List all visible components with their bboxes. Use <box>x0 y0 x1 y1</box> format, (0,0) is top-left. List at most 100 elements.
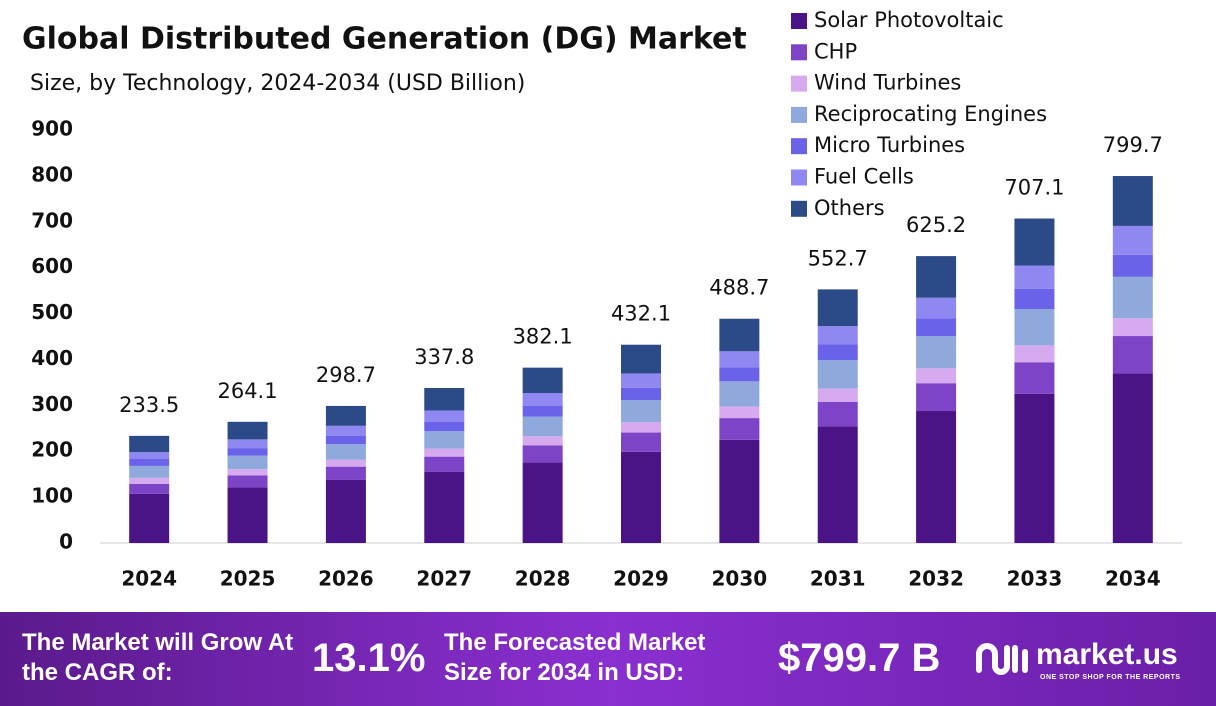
y-tick-label: 500 <box>31 300 73 324</box>
y-tick-label: 800 <box>31 162 73 186</box>
bar-segment <box>227 439 268 449</box>
bar-segment <box>325 425 366 436</box>
bar-segment <box>424 448 465 457</box>
legend-swatch <box>791 44 807 61</box>
chart-title: Global Distributed Generation (DG) Marke… <box>22 22 747 57</box>
bar-segment <box>424 431 465 449</box>
bar-segment <box>817 401 858 427</box>
bar-segment <box>621 344 661 374</box>
bar-segment <box>522 462 563 543</box>
bar-segment <box>719 318 760 352</box>
x-tick-label: 2034 <box>1105 567 1161 591</box>
bar-segment <box>1112 336 1153 374</box>
bar-segment <box>325 479 366 543</box>
x-tick-label: 2027 <box>416 567 472 591</box>
brand: market.us <box>1036 638 1178 671</box>
legend-swatch <box>791 13 807 29</box>
bar-segment <box>916 368 957 384</box>
y-tick-label: 200 <box>31 438 73 462</box>
legend-label: Solar Photovoltaic <box>814 8 1004 32</box>
bar-segment <box>916 318 957 337</box>
bar-segment <box>129 477 170 484</box>
forecast-text: The Forecasted Market Size for 2034 in U… <box>444 629 706 686</box>
bar-segment <box>621 373 661 388</box>
bar-segment <box>621 432 661 452</box>
bar-segment <box>621 400 661 423</box>
bar-segment <box>522 367 563 394</box>
x-tick-label: 2029 <box>613 567 669 591</box>
bar-segment <box>1112 225 1153 255</box>
bar-segment <box>817 360 858 389</box>
y-tick-label: 600 <box>31 254 73 278</box>
legend-label: CHP <box>814 39 857 63</box>
bar-segment <box>1014 288 1055 310</box>
bar-segment <box>1014 265 1055 289</box>
bar-segment <box>1112 373 1153 543</box>
legend-label: Reciprocating Engines <box>814 102 1047 126</box>
bar-segment <box>719 418 760 440</box>
bar-segment <box>916 336 957 369</box>
total-label: 432.1 <box>611 302 671 326</box>
bar-segment <box>227 469 268 476</box>
y-tick-label: 700 <box>31 208 73 232</box>
bar-segment <box>227 487 268 543</box>
x-tick-label: 2032 <box>908 567 964 591</box>
bar-segment <box>424 421 465 432</box>
bar-segment <box>1014 345 1055 363</box>
bar-segment <box>129 493 170 543</box>
bar-segment <box>522 393 563 406</box>
bar-segment <box>129 452 170 460</box>
bar-segment <box>325 444 366 460</box>
cagr-value: 13.1% <box>312 636 426 680</box>
legend-swatch <box>791 169 807 186</box>
total-label: 233.5 <box>119 393 179 417</box>
footer: The Market will Grow At the CAGR of: 13.… <box>0 612 1216 706</box>
bar-segment <box>129 465 170 478</box>
bar-segment <box>1112 176 1153 226</box>
bar-segment <box>522 416 563 437</box>
total-label: 337.8 <box>414 345 474 369</box>
legend-label: Others <box>814 196 885 220</box>
forecast-value: $799.7 B <box>778 636 941 680</box>
chart: Global Distributed Generation (DG) Marke… <box>22 8 1182 591</box>
x-tick-label: 2026 <box>318 567 374 591</box>
bar-segment <box>916 411 957 543</box>
tagline: ONE STOP SHOP FOR THE REPORTS <box>1040 674 1181 681</box>
legend-swatch <box>791 138 807 155</box>
bar-segment <box>1112 276 1153 319</box>
bar-segment <box>424 471 465 543</box>
bar-segment <box>621 451 661 543</box>
y-tick-label: 0 <box>59 530 73 554</box>
bar-segment <box>1112 318 1153 337</box>
bar-segment <box>325 459 366 467</box>
bar-segment <box>424 410 465 422</box>
legend-label: Fuel Cells <box>814 165 914 189</box>
total-label: 382.1 <box>513 325 573 349</box>
bar-segment <box>522 405 563 417</box>
bar-segment <box>424 456 465 472</box>
bar-segment <box>325 435 366 445</box>
total-label: 264.1 <box>217 379 277 403</box>
legend-swatch <box>791 200 807 217</box>
cagr-text: The Market will Grow At the CAGR of: <box>22 629 294 686</box>
bar-segment <box>227 448 268 456</box>
bar-segment <box>1014 393 1055 543</box>
bar-segment <box>325 466 366 480</box>
bar-segment <box>719 381 760 407</box>
legend-swatch <box>791 106 807 123</box>
y-tick-label: 900 <box>31 117 73 141</box>
bar-segment <box>522 445 563 463</box>
total-label: 625.2 <box>906 213 966 237</box>
bar-segment <box>719 439 760 543</box>
legend-swatch <box>791 75 807 92</box>
bar-segment <box>719 406 760 419</box>
bar-segment <box>522 436 563 446</box>
bar-segment <box>621 422 661 433</box>
bar-segment <box>719 351 760 368</box>
bar-segment <box>1014 218 1055 266</box>
x-tick-label: 2030 <box>712 567 768 591</box>
bar-segment <box>817 289 858 327</box>
y-tick-label: 300 <box>31 392 73 416</box>
x-tick-label: 2033 <box>1007 567 1063 591</box>
